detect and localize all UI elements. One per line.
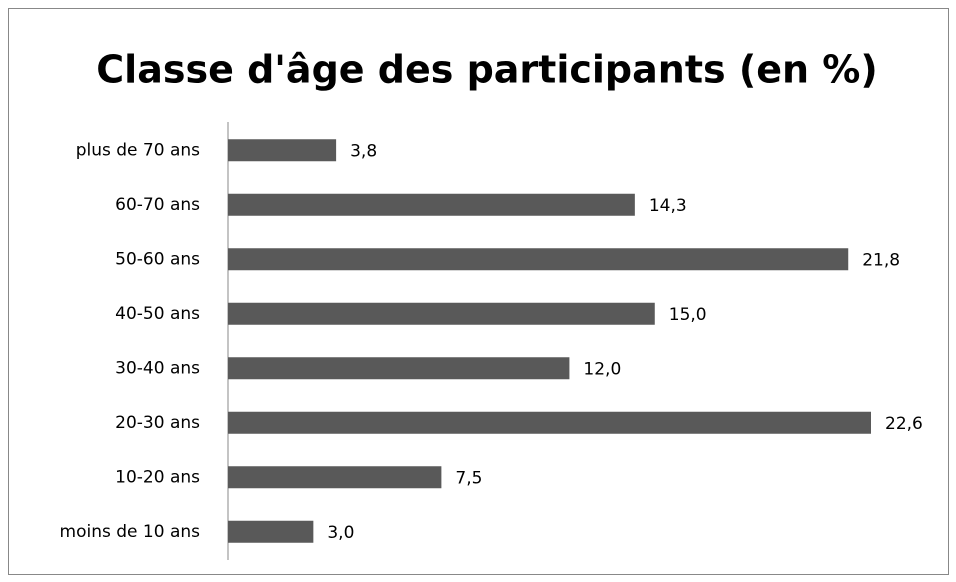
value-label: 22,6	[885, 414, 923, 434]
category-label: 10-20 ans	[115, 467, 200, 487]
category-label: 20-30 ans	[115, 413, 200, 433]
chart-title: Classe d'âge des participants (en %)	[96, 48, 877, 92]
category-label: moins de 10 ans	[60, 522, 201, 542]
bar	[228, 302, 655, 325]
bar	[228, 357, 570, 380]
category-label: 50-60 ans	[115, 249, 200, 269]
value-label: 15,0	[669, 305, 707, 325]
bar	[228, 139, 337, 162]
value-label: 14,3	[649, 196, 687, 216]
category-label: 40-50 ans	[115, 304, 200, 324]
value-label: 3,0	[327, 523, 354, 543]
category-label: plus de 70 ans	[76, 140, 200, 160]
bar	[228, 411, 871, 434]
bar	[228, 466, 442, 489]
bar	[228, 248, 849, 271]
category-label: 60-70 ans	[115, 195, 200, 215]
value-label: 3,8	[350, 141, 377, 161]
value-label: 12,0	[583, 359, 621, 379]
value-label: 7,5	[455, 468, 482, 488]
value-label: 21,8	[862, 250, 900, 270]
category-label: 30-40 ans	[115, 358, 200, 378]
bar	[228, 193, 635, 216]
bar	[228, 520, 314, 543]
chart-frame	[8, 8, 949, 575]
